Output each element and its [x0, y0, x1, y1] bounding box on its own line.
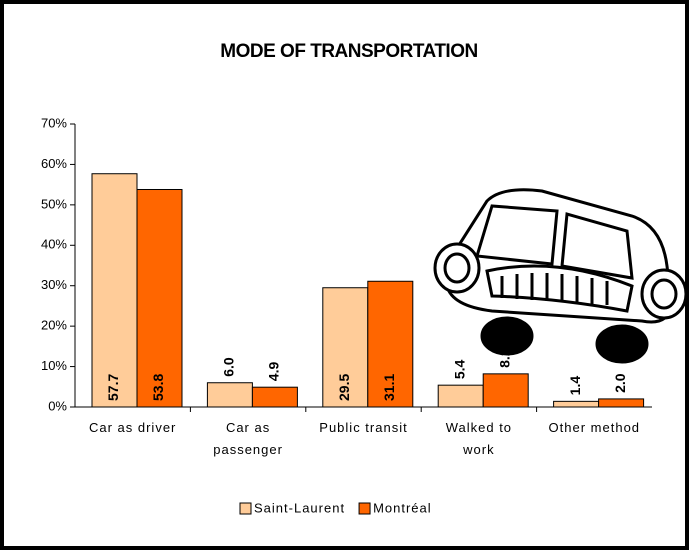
- data-label: 6.0: [221, 357, 237, 377]
- car-illustration: [433, 188, 685, 364]
- x-tick-label: Other method: [548, 420, 641, 435]
- y-tick-label: 70%: [41, 115, 67, 130]
- bar: [598, 398, 645, 408]
- x-tick-label: Car as driver: [88, 420, 177, 435]
- y-tick-label: 50%: [41, 196, 67, 211]
- y-tick-label: 60%: [41, 156, 67, 171]
- legend-label: Montréal: [373, 500, 432, 515]
- bar: [206, 382, 253, 408]
- y-tick-label: 30%: [41, 277, 67, 292]
- x-tick-label: Car as passenger: [213, 420, 283, 457]
- x-tick-label: Walked to work: [445, 420, 513, 457]
- chart-canvas: MODE OF TRANSPORTATION 0% 10% 20% 30% 40% 50%…: [41, 41, 685, 515]
- data-label: 2.0: [612, 373, 628, 393]
- bar: [91, 173, 138, 408]
- data-label: 57.7: [105, 374, 121, 401]
- bar: [437, 384, 484, 408]
- bar: [251, 386, 298, 408]
- chart-title: MODE OF TRANSPORTATION: [220, 41, 477, 62]
- data-label: 31.1: [381, 374, 397, 401]
- x-tick-label: Public transit: [319, 420, 408, 435]
- data-label: 5.4: [451, 359, 467, 379]
- y-tick-label: 40%: [41, 237, 67, 252]
- bar: [367, 280, 414, 408]
- bar: [482, 373, 529, 408]
- legend-swatch: [358, 502, 371, 515]
- data-label: 1.4: [567, 376, 583, 396]
- y-tick-label: 10%: [41, 358, 67, 373]
- legend-swatch: [239, 502, 252, 515]
- data-label: 53.8: [150, 374, 166, 401]
- data-label: 4.9: [266, 362, 282, 382]
- legend-label: Saint-Laurent: [254, 500, 345, 515]
- y-tick-label: 20%: [41, 318, 67, 333]
- y-tick-label: 0%: [48, 398, 67, 413]
- data-label: 8.2: [496, 348, 512, 368]
- bar: [136, 188, 183, 408]
- bar: [322, 287, 369, 408]
- bar: [553, 400, 600, 408]
- data-label: 29.5: [336, 374, 352, 401]
